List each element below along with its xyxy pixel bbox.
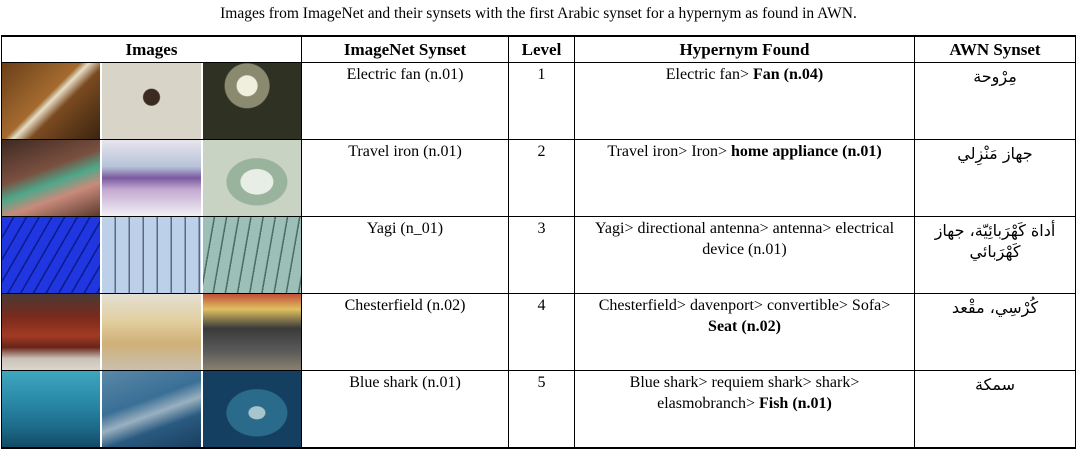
- hypernym-path: Chesterfield> davenport> convertible> So…: [598, 297, 891, 314]
- awn-synset-cell: سمكة: [914, 370, 1076, 449]
- table-row: Chesterfield (n.02) 4 Chesterfield> dave…: [1, 293, 1076, 371]
- synset-cell: Blue shark (n.01): [301, 370, 509, 449]
- hypernym-cell: Blue shark> requiem shark> shark> elasmo…: [574, 370, 915, 449]
- header-images: Images: [1, 35, 302, 63]
- table-header-row: Images ImageNet Synset Level Hypernym Fo…: [1, 35, 1076, 63]
- level-cell: 4: [508, 293, 575, 371]
- travel-iron-photo-2: [102, 140, 201, 216]
- chesterfield-photo-3: [202, 294, 301, 370]
- travel-iron-photo-3: [202, 140, 301, 216]
- hypernym-cell: Chesterfield> davenport> convertible> So…: [574, 293, 915, 371]
- travel-iron-photo-1: [2, 140, 101, 216]
- electric-fan-photo-3: [202, 63, 301, 139]
- chesterfield-photo-2: [102, 294, 201, 370]
- electric-fan-photo-2: [102, 63, 201, 139]
- yagi-antenna-photo-1: [2, 217, 101, 293]
- hypernym-cell: Yagi> directional antenna> antenna> elec…: [574, 216, 915, 294]
- blue-shark-photo-2: [102, 371, 201, 447]
- hypernym-found-bold: Fan (n.04): [752, 66, 824, 83]
- hypernym-found-bold: home appliance (n.01): [731, 143, 882, 160]
- hypernym-path: Yagi> directional antenna> antenna> elec…: [594, 220, 895, 258]
- blue-shark-photo-3: [202, 371, 301, 447]
- hypernym-found-bold: Fish (n.01): [758, 395, 832, 412]
- electric-fan-photo-1: [2, 63, 101, 139]
- level-cell: 2: [508, 139, 575, 217]
- synset-cell: Travel iron (n.01): [301, 139, 509, 217]
- hypernym-found-bold: Seat (n.02): [708, 318, 781, 335]
- images-cell: [1, 62, 302, 140]
- chesterfield-photo-1: [2, 294, 101, 370]
- awn-synset-cell: جهاز مَنْزِلي: [914, 139, 1076, 217]
- table-caption: Images from ImageNet and their synsets w…: [220, 5, 857, 22]
- awn-synset-cell: كُرْسِي، مقْعد: [914, 293, 1076, 371]
- synset-table: Images ImageNet Synset Level Hypernym Fo…: [1, 35, 1076, 449]
- images-cell: [1, 216, 302, 294]
- header-level: Level: [508, 35, 575, 63]
- table-row: Travel iron (n.01) 2 Travel iron> Iron> …: [1, 139, 1076, 217]
- level-cell: 5: [508, 370, 575, 449]
- level-cell: 1: [508, 62, 575, 140]
- images-cell: [1, 370, 302, 449]
- header-awn-synset: AWN Synset: [914, 35, 1076, 63]
- yagi-antenna-photo-2: [102, 217, 201, 293]
- hypernym-cell: Electric fan> Fan (n.04): [574, 62, 915, 140]
- hypernym-cell: Travel iron> Iron> home appliance (n.01): [574, 139, 915, 217]
- table-row: Blue shark (n.01) 5 Blue shark> requiem …: [1, 370, 1076, 449]
- synset-cell: Chesterfield (n.02): [301, 293, 509, 371]
- yagi-antenna-photo-3: [202, 217, 301, 293]
- blue-shark-photo-1: [2, 371, 101, 447]
- awn-synset-cell: أداة كَهْرَبائِيّة، جهاز كَهْرَبائي: [914, 216, 1076, 294]
- level-cell: 3: [508, 216, 575, 294]
- header-hypernym-found: Hypernym Found: [574, 35, 915, 63]
- hypernym-path: Blue shark> requiem shark> shark> elasmo…: [629, 374, 860, 412]
- table-row: Electric fan (n.01) 1 Electric fan> Fan …: [1, 62, 1076, 140]
- synset-cell: Electric fan (n.01): [301, 62, 509, 140]
- awn-synset-cell: مِرْوحة: [914, 62, 1076, 140]
- images-cell: [1, 139, 302, 217]
- table-row: Yagi (n_01) 3 Yagi> directional antenna>…: [1, 216, 1076, 294]
- synset-cell: Yagi (n_01): [301, 216, 509, 294]
- hypernym-path: Electric fan>: [665, 66, 753, 83]
- header-imagenet-synset: ImageNet Synset: [301, 35, 509, 63]
- images-cell: [1, 293, 302, 371]
- hypernym-path: Travel iron> Iron>: [607, 143, 731, 160]
